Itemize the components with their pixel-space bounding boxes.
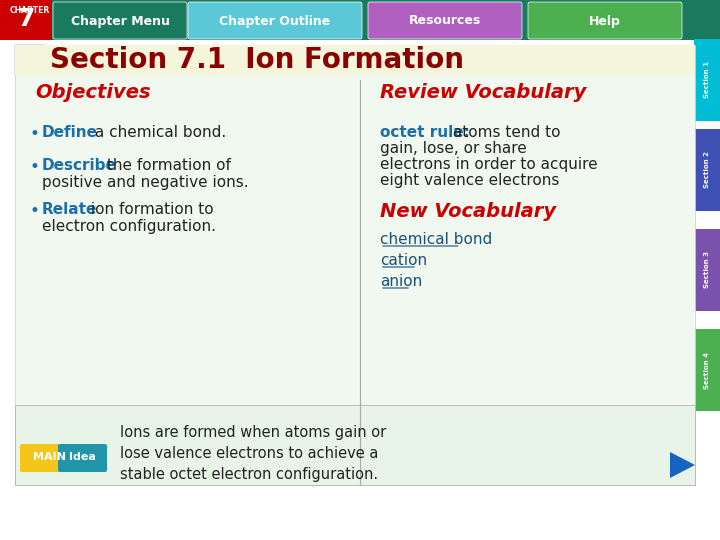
FancyBboxPatch shape — [368, 2, 522, 39]
Text: cation: cation — [380, 253, 427, 268]
Text: •: • — [30, 125, 40, 143]
Text: Help: Help — [589, 15, 621, 28]
Polygon shape — [670, 452, 695, 478]
Text: atoms tend to: atoms tend to — [448, 125, 560, 140]
Text: MAIN: MAIN — [33, 452, 66, 462]
Text: electron configuration.: electron configuration. — [42, 219, 216, 234]
FancyBboxPatch shape — [15, 45, 695, 75]
Text: Define: Define — [42, 125, 98, 140]
Text: Relate: Relate — [42, 202, 97, 217]
Text: •: • — [30, 158, 40, 176]
Text: the formation of: the formation of — [102, 158, 231, 173]
Text: New Vocabulary: New Vocabulary — [380, 202, 556, 221]
Text: Resources: Resources — [409, 15, 481, 28]
FancyBboxPatch shape — [694, 229, 720, 311]
FancyBboxPatch shape — [58, 444, 107, 472]
Text: positive and negative ions.: positive and negative ions. — [42, 175, 248, 190]
FancyBboxPatch shape — [694, 129, 720, 211]
Text: electrons in order to acquire: electrons in order to acquire — [380, 157, 598, 172]
FancyBboxPatch shape — [15, 45, 695, 485]
Text: Chapter Outline: Chapter Outline — [220, 15, 330, 28]
FancyBboxPatch shape — [0, 0, 52, 40]
Text: •: • — [30, 202, 40, 220]
Text: gain, lose, or share: gain, lose, or share — [380, 141, 527, 156]
Text: Section 3: Section 3 — [704, 252, 710, 288]
Text: Chapter Menu: Chapter Menu — [71, 15, 169, 28]
FancyBboxPatch shape — [528, 2, 682, 39]
Polygon shape — [15, 45, 45, 75]
FancyBboxPatch shape — [20, 444, 79, 472]
FancyBboxPatch shape — [53, 2, 187, 39]
Text: a chemical bond.: a chemical bond. — [90, 125, 226, 140]
FancyBboxPatch shape — [694, 329, 720, 411]
Text: anion: anion — [380, 274, 422, 289]
FancyBboxPatch shape — [694, 39, 720, 121]
Text: eight valence electrons: eight valence electrons — [380, 173, 559, 188]
Text: chemical bond: chemical bond — [380, 232, 492, 247]
Text: 7: 7 — [17, 7, 35, 31]
Text: octet rule:: octet rule: — [380, 125, 470, 140]
Text: Describe: Describe — [42, 158, 117, 173]
Text: Section 2: Section 2 — [704, 152, 710, 188]
Text: Idea: Idea — [68, 452, 96, 462]
FancyBboxPatch shape — [15, 405, 695, 485]
FancyBboxPatch shape — [0, 0, 720, 40]
Text: Objectives: Objectives — [35, 83, 150, 102]
Text: Ions are formed when atoms gain or
lose valence electrons to achieve a
stable oc: Ions are formed when atoms gain or lose … — [120, 425, 386, 482]
Text: Section 1: Section 1 — [704, 62, 710, 98]
FancyBboxPatch shape — [188, 2, 362, 39]
Text: ion formation to: ion formation to — [86, 202, 214, 217]
Text: Review Vocabulary: Review Vocabulary — [380, 83, 586, 102]
Text: CHAPTER: CHAPTER — [10, 6, 50, 15]
Text: Section 7.1  Ion Formation: Section 7.1 Ion Formation — [50, 46, 464, 74]
Text: Section 4: Section 4 — [704, 352, 710, 389]
